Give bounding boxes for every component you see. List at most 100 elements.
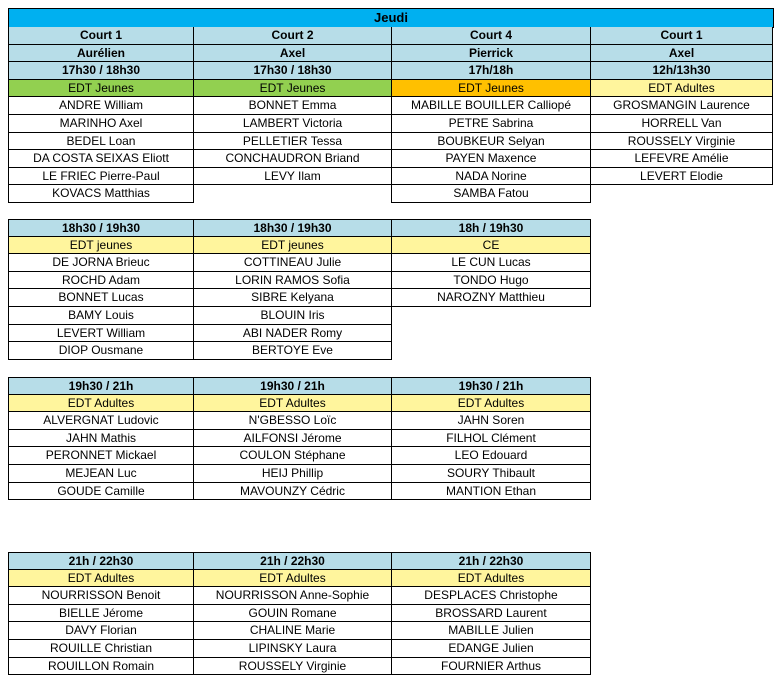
group-label: EDT Adultes (8, 569, 194, 588)
day-title: Jeudi (8, 8, 774, 28)
player-name: ROUILLE Christian (8, 639, 194, 658)
player-name: BLOUIN Iris (193, 306, 392, 325)
coach-name: Aurélien (8, 44, 194, 63)
court-column: 21h / 22h30 EDT Adultes NOURRISSON Anne-So… (193, 552, 392, 676)
player-name: NOURRISSON Benoit (8, 587, 194, 605)
player-name: CHALINE Marie (193, 622, 392, 640)
player-name: HEIJ Phillip (193, 464, 392, 483)
player-name: NAROZNY Matthieu (391, 289, 591, 307)
player-name: DE JORNA Brieuc (8, 254, 194, 272)
player-name: EDANGE Julien (391, 639, 591, 658)
player-name: MABILLE Julien (391, 622, 591, 640)
time-slot: 18h / 19h30 (391, 219, 591, 237)
player-name: COULON Stéphane (193, 447, 392, 465)
group-label: EDT Adultes (193, 394, 392, 413)
player-name: SOURY Thibault (391, 464, 591, 483)
court-column: 19h30 / 21h EDT Adultes JAHN Soren FILHOL C… (391, 377, 591, 501)
player-name: GOUDE Camille (8, 482, 194, 501)
time-slot: 19h30 / 21h (193, 377, 392, 395)
player-name: SAMBA Fatou (391, 185, 591, 203)
group-label: EDT Adultes (193, 569, 392, 588)
time-slot: 21h / 22h30 (391, 552, 591, 570)
time-slot: 19h30 / 21h (391, 377, 591, 395)
court-column: 21h / 22h30 EDT Adultes DESPLACES Christop… (391, 552, 591, 676)
player-name: ALVERGNAT Ludovic (8, 412, 194, 430)
time-slot: 19h30 / 21h (8, 377, 194, 395)
group-label: EDT Jeunes (391, 79, 591, 98)
player-name: ROCHD Adam (8, 271, 194, 290)
time-slot: 21h / 22h30 (193, 552, 392, 570)
player-name: LEVERT William (8, 324, 194, 343)
player-name: ANDRE William (8, 97, 194, 115)
player-name: SIBRE Kelyana (193, 289, 392, 307)
time-slot: 18h30 / 19h30 (8, 219, 194, 237)
player-name: JAHN Mathis (8, 429, 194, 448)
player-name: MAVOUNZY Cédric (193, 482, 392, 501)
time-slot: 17h30 / 18h30 (8, 62, 194, 80)
player-name: LEVY Ilam (193, 167, 392, 186)
player-name: TONDO Hugo (391, 271, 591, 290)
player-name: PERONNET Mickael (8, 447, 194, 465)
player-name: NADA Norine (391, 167, 591, 186)
group-label: EDT jeunes (8, 236, 194, 255)
time-slot: 12h/13h30 (590, 62, 773, 80)
player-name: LAMBERT Victoria (193, 114, 392, 133)
player-name: AILFONSI Jérome (193, 429, 392, 448)
coach-name: Axel (590, 44, 773, 63)
court-column: Court 1 Axel 12h/13h30 EDT Adultes GROSMANGI… (590, 27, 773, 186)
player-name: ABI NADER Romy (193, 324, 392, 343)
player-name: COTTINEAU Julie (193, 254, 392, 272)
player-name: LEO Edouard (391, 447, 591, 465)
player-name: BIELLE Jérome (8, 604, 194, 623)
court-column: Court 4 Pierrick 17h/18h EDT Jeunes MABILLE … (391, 27, 591, 203)
court-label: Court 4 (391, 27, 591, 45)
coach-name: Pierrick (391, 44, 591, 63)
court-column: 18h30 / 19h30 EDT jeunes COTTINEAU Julie LO… (193, 219, 392, 360)
time-slot: 21h / 22h30 (8, 552, 194, 570)
group-label: EDT Jeunes (193, 79, 392, 98)
player-name: KOVACS Matthias (8, 185, 194, 203)
time-slot: 17h/18h (391, 62, 591, 80)
coach-name: Axel (193, 44, 392, 63)
player-name: ROUSSELY Virginie (590, 132, 773, 151)
court-label: Court 1 (590, 27, 773, 45)
player-name: ROUILLON Romain (8, 657, 194, 676)
player-name: ROUSSELY Virginie (193, 657, 392, 676)
player-name: CONCHAUDRON Briand (193, 150, 392, 168)
player-name: JAHN Soren (391, 412, 591, 430)
group-label: EDT Adultes (590, 79, 773, 98)
court-column: 21h / 22h30 EDT Adultes NOURRISSON Benoit B… (8, 552, 194, 676)
player-name: BEDEL Loan (8, 132, 194, 151)
court-label: Court 1 (8, 27, 194, 45)
court-column: Court 2 Axel 17h30 / 18h30 EDT Jeunes BONNET… (193, 27, 392, 186)
time-slot: 18h30 / 19h30 (193, 219, 392, 237)
group-label: CE (391, 236, 591, 255)
player-name: LEFEVRE Amélie (590, 150, 773, 168)
player-name: HORRELL Van (590, 114, 773, 133)
player-name: LORIN RAMOS Sofia (193, 271, 392, 290)
player-name: BONNET Lucas (8, 289, 194, 307)
player-name: BAMY Louis (8, 306, 194, 325)
group-label: EDT jeunes (193, 236, 392, 255)
player-name: BOUBKEUR Selyan (391, 132, 591, 151)
player-name: FILHOL Clément (391, 429, 591, 448)
group-label: EDT Jeunes (8, 79, 194, 98)
player-name: PELLETIER Tessa (193, 132, 392, 151)
court-column: 19h30 / 21h EDT Adultes N'GBESSO Loïc AILFO… (193, 377, 392, 501)
time-slot: 17h30 / 18h30 (193, 62, 392, 80)
player-name: LE FRIEC Pierre-Paul (8, 167, 194, 186)
court-label: Court 2 (193, 27, 392, 45)
group-label: EDT Adultes (391, 569, 591, 588)
player-name: MANTION Ethan (391, 482, 591, 501)
group-label: EDT Adultes (391, 394, 591, 413)
player-name: PETRE Sabrina (391, 114, 591, 133)
court-column: 19h30 / 21h EDT Adultes ALVERGNAT Ludovic J… (8, 377, 194, 501)
player-name: DESPLACES Christophe (391, 587, 591, 605)
group-label: EDT Adultes (8, 394, 194, 413)
player-name: DIOP Ousmane (8, 342, 194, 360)
player-name: GROSMANGIN Laurence (590, 97, 773, 115)
court-column: Court 1 Aurélien 17h30 / 18h30 EDT Jeunes AN… (8, 27, 194, 203)
player-name: LE CUN Lucas (391, 254, 591, 272)
player-name: MARINHO Axel (8, 114, 194, 133)
player-name: DAVY Florian (8, 622, 194, 640)
